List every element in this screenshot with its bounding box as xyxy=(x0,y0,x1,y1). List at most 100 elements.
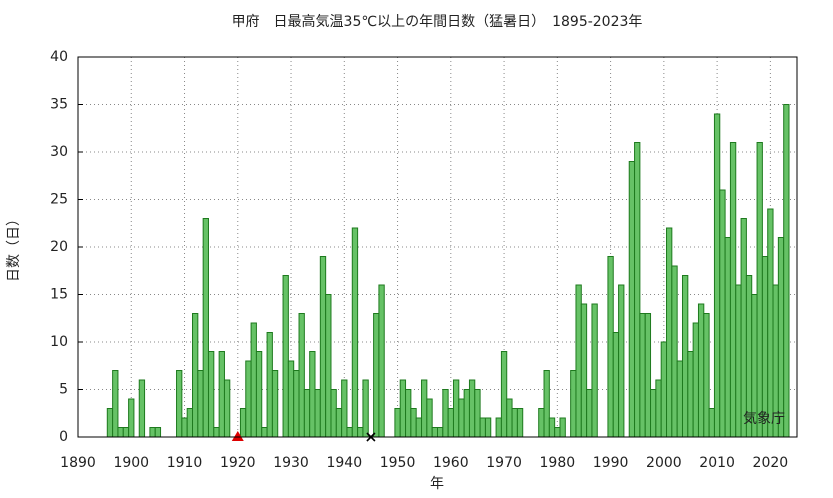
bar xyxy=(500,351,508,438)
x-tick-label: 1930 xyxy=(273,455,309,471)
x-tick-label: 1910 xyxy=(167,455,203,471)
bar xyxy=(293,370,300,438)
bar xyxy=(399,379,407,438)
bar xyxy=(740,218,747,438)
bar xyxy=(463,389,470,438)
annotation: 気象庁 xyxy=(743,411,785,427)
bar xyxy=(405,389,412,438)
bar xyxy=(335,408,343,438)
bar xyxy=(650,389,657,438)
bar xyxy=(426,398,433,438)
bar xyxy=(245,360,252,438)
bar xyxy=(729,142,737,438)
x-axis-label: 年 xyxy=(430,476,444,492)
bar xyxy=(591,303,598,438)
bar xyxy=(458,398,465,438)
bar xyxy=(644,313,652,438)
bar xyxy=(421,379,428,438)
bar xyxy=(207,351,215,438)
bar xyxy=(628,161,636,438)
bar xyxy=(357,427,364,438)
bar xyxy=(447,408,454,438)
bar xyxy=(511,408,518,438)
bar xyxy=(452,379,460,438)
bar xyxy=(676,360,683,438)
bar xyxy=(181,417,188,438)
bar xyxy=(783,104,790,438)
bar xyxy=(761,256,769,438)
bar xyxy=(117,427,124,438)
bar xyxy=(192,313,199,438)
bar xyxy=(639,313,646,438)
bar xyxy=(314,389,321,438)
bar xyxy=(666,227,673,438)
bar xyxy=(186,408,194,438)
bar xyxy=(548,417,556,438)
y-tick-label: 35 xyxy=(50,97,68,113)
bar xyxy=(713,113,721,438)
bar xyxy=(298,313,305,438)
x-tick-label: 1990 xyxy=(593,455,629,471)
bar xyxy=(671,265,678,438)
bar xyxy=(580,303,588,438)
bar xyxy=(575,284,582,438)
bar xyxy=(437,427,444,438)
bar xyxy=(484,417,492,438)
bar xyxy=(261,427,268,438)
bar xyxy=(266,332,273,438)
bar xyxy=(495,417,502,438)
bar xyxy=(282,275,289,438)
bar xyxy=(777,237,785,438)
bar xyxy=(586,389,593,438)
bar xyxy=(128,398,135,438)
bar xyxy=(394,408,401,438)
x-tick-label: 1890 xyxy=(60,455,96,471)
bar xyxy=(239,408,247,438)
bar xyxy=(559,417,566,438)
marker xyxy=(231,431,244,441)
y-tick-label: 10 xyxy=(50,334,68,350)
bar xyxy=(346,427,353,438)
bar xyxy=(703,313,710,438)
bar xyxy=(543,370,550,438)
bar xyxy=(149,427,156,438)
bar xyxy=(660,341,668,438)
bar xyxy=(719,189,726,438)
bar xyxy=(341,379,348,438)
x-tick-label: 1960 xyxy=(433,455,469,471)
bar xyxy=(112,370,119,438)
y-axis-label: 日数（日） xyxy=(6,212,22,282)
x-tick-label: 1940 xyxy=(326,455,362,471)
bar xyxy=(618,284,625,438)
bar xyxy=(303,389,311,438)
bar xyxy=(255,351,263,438)
x-tick-label: 2020 xyxy=(753,455,789,471)
plot-frame xyxy=(77,56,798,438)
bar xyxy=(655,379,662,438)
bar xyxy=(607,256,614,438)
y-tick-label: 40 xyxy=(50,49,68,65)
bar xyxy=(767,208,774,438)
bar xyxy=(681,275,689,438)
y-tick-label: 30 xyxy=(50,144,68,160)
bar xyxy=(378,284,385,438)
bar xyxy=(154,427,162,438)
x-tick-label: 2000 xyxy=(646,455,682,471)
bar xyxy=(373,313,380,438)
y-tick-label: 25 xyxy=(50,192,68,208)
bar xyxy=(330,389,337,438)
bar xyxy=(687,351,694,438)
y-tick-label: 15 xyxy=(50,287,68,303)
bar xyxy=(106,408,114,438)
bar xyxy=(362,379,369,438)
bar xyxy=(351,227,359,438)
bar xyxy=(692,322,699,438)
bar xyxy=(634,142,641,438)
bar xyxy=(325,294,332,438)
y-tick-label: 5 xyxy=(59,382,68,398)
bar xyxy=(319,256,327,438)
bar xyxy=(612,332,620,438)
bar xyxy=(250,322,257,438)
x-tick-label: 1970 xyxy=(486,455,522,471)
